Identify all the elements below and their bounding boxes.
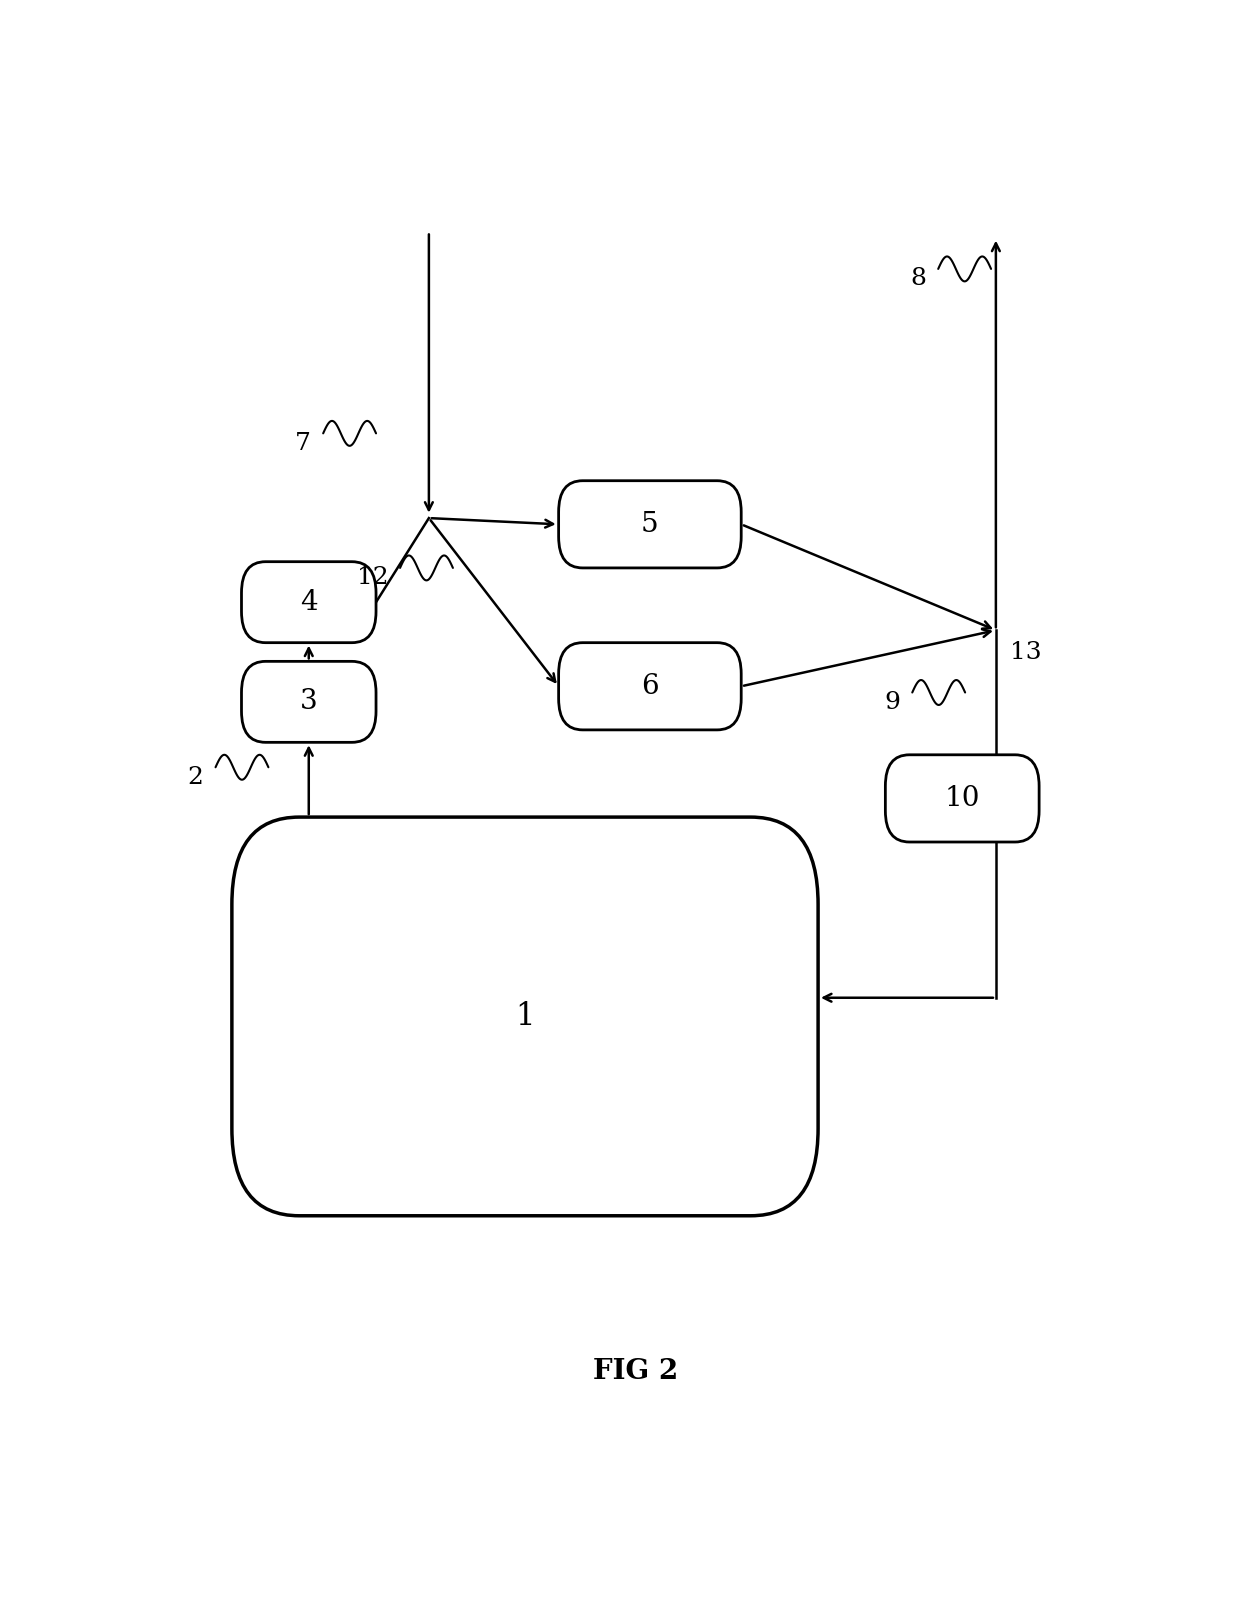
Text: 8: 8 bbox=[911, 267, 926, 290]
FancyBboxPatch shape bbox=[885, 754, 1039, 841]
FancyBboxPatch shape bbox=[558, 481, 742, 568]
Text: 2: 2 bbox=[187, 765, 203, 788]
Text: 3: 3 bbox=[300, 688, 317, 715]
Text: 4: 4 bbox=[300, 589, 317, 616]
FancyBboxPatch shape bbox=[558, 642, 742, 730]
Text: FIG 2: FIG 2 bbox=[593, 1358, 678, 1385]
FancyBboxPatch shape bbox=[232, 817, 818, 1215]
Text: 6: 6 bbox=[641, 673, 658, 699]
FancyBboxPatch shape bbox=[242, 561, 376, 642]
Text: 9: 9 bbox=[884, 691, 900, 714]
FancyBboxPatch shape bbox=[242, 662, 376, 743]
Text: 5: 5 bbox=[641, 511, 658, 537]
Text: 10: 10 bbox=[945, 785, 980, 812]
Text: 7: 7 bbox=[295, 432, 311, 455]
Text: 1: 1 bbox=[516, 1002, 534, 1032]
Text: 12: 12 bbox=[357, 566, 388, 589]
Text: 13: 13 bbox=[1011, 641, 1042, 663]
